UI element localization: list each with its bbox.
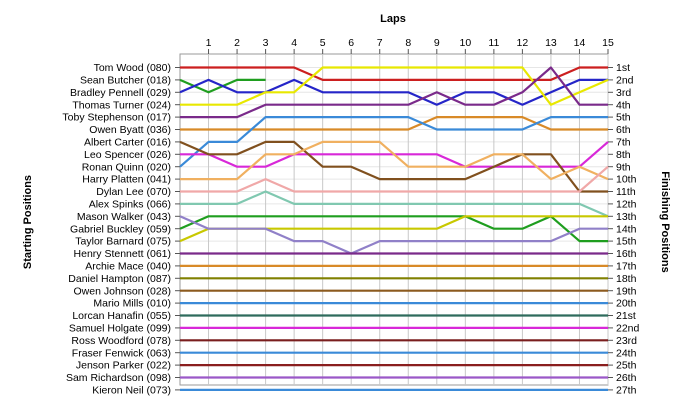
series-line — [179, 215, 608, 243]
starting-driver-label: Kieron Neil (073) — [92, 385, 171, 397]
x-tick-label: 11 — [488, 37, 499, 49]
finishing-position-label: 14th — [616, 223, 637, 235]
starting-driver-label: Lorcan Hanafin (055) — [72, 310, 171, 322]
x-tick-label: 12 — [517, 37, 529, 49]
starting-driver-label: Ross Woodford (078) — [71, 335, 171, 347]
finishing-position-label: 10th — [616, 174, 637, 186]
finishing-position-label: 23rd — [616, 335, 637, 347]
finishing-position-label: 22nd — [616, 323, 640, 335]
series-line — [179, 140, 608, 193]
starting-driver-label: Dylan Lee (070) — [96, 186, 171, 198]
finishing-position-label: 4th — [616, 99, 631, 111]
finishing-position-label: 13th — [616, 211, 637, 223]
starting-driver-label: Archie Mace (040) — [85, 261, 171, 273]
starting-driver-label: Owen Johnson (028) — [74, 285, 171, 297]
starting-driver-label: Henry Stennett (061) — [74, 248, 171, 260]
x-tick-label: 15 — [602, 37, 614, 49]
starting-driver-label: Leo Spencer (026) — [84, 149, 171, 161]
finishing-position-label: 19th — [616, 285, 637, 297]
series-line — [180, 66, 608, 119]
finishing-position-label: 11th — [616, 186, 636, 198]
starting-driver-label: Mason Walker (043) — [77, 211, 171, 223]
finishing-position-label: 27th — [616, 385, 637, 397]
finishing-position-label: 24th — [616, 347, 637, 359]
x-tick-label: 7 — [377, 37, 383, 49]
finishing-position-label: 5th — [616, 112, 631, 124]
x-tick-label: 6 — [348, 37, 354, 49]
starting-driver-label: Toby Stephenson (017) — [62, 112, 171, 124]
plot-frame — [179, 53, 609, 386]
x-axis-title: Laps — [380, 13, 406, 25]
starting-driver-label: Bradley Pennell (029) — [70, 87, 171, 99]
y-axis-title-right: Finishing Positions — [659, 171, 671, 272]
starting-driver-label: Tom Wood (080) — [94, 62, 171, 74]
x-tick-label: 10 — [459, 37, 471, 49]
finishing-position-label: 20th — [616, 298, 637, 310]
x-tick-label: 3 — [263, 37, 269, 49]
starting-driver-label: Samuel Holgate (099) — [69, 323, 171, 335]
x-tick-label: 9 — [434, 37, 440, 49]
starting-driver-label: Owen Byatt (036) — [89, 124, 171, 136]
series-line — [180, 140, 609, 181]
finishing-position-label: 7th — [616, 137, 631, 149]
starting-driver-label: Harry Platten (041) — [82, 174, 171, 186]
x-tick-label: 5 — [320, 37, 326, 49]
starting-driver-label: Taylor Barnard (075) — [75, 236, 171, 248]
starting-driver-label: Thomas Turner (024) — [72, 99, 171, 111]
finishing-position-label: 21st — [616, 310, 636, 322]
starting-driver-label: Gabriel Buckley (059) — [70, 223, 171, 235]
x-tick-label: 14 — [574, 37, 586, 49]
x-tick-label: 1 — [206, 37, 212, 49]
x-tick-label: 8 — [405, 37, 411, 49]
starting-driver-label: Alex Spinks (066) — [89, 199, 171, 211]
x-tick-label: 4 — [291, 37, 297, 49]
starting-driver-label: Sean Butcher (018) — [80, 75, 171, 87]
finishing-position-label: 8th — [616, 149, 631, 161]
series-line — [180, 190, 609, 218]
starting-driver-label: Ronan Quinn (020) — [82, 161, 171, 173]
starting-driver-label: Jenson Parker (022) — [76, 360, 171, 372]
starting-driver-label: Fraser Fenwick (063) — [72, 347, 171, 359]
finishing-position-label: 18th — [616, 273, 637, 285]
series-line — [180, 66, 609, 106]
finishing-position-label: 17th — [616, 261, 637, 273]
finishing-position-label: 15th — [616, 236, 637, 248]
finishing-position-label: 6th — [616, 124, 631, 136]
x-tick-label: 2 — [234, 37, 240, 49]
starting-driver-label: Sam Richardson (098) — [66, 372, 171, 384]
x-tick-label: 13 — [545, 37, 557, 49]
finishing-position-label: 16th — [616, 248, 637, 260]
series-lines — [179, 66, 609, 391]
finishing-position-label: 9th — [616, 161, 631, 173]
starting-driver-label: Mario Mills (010) — [93, 298, 171, 310]
y-axis-title-left: Starting Positions — [22, 175, 34, 269]
finishing-position-label: 2nd — [616, 75, 634, 87]
finishing-position-label: 3rd — [616, 87, 631, 99]
series-line — [179, 215, 608, 255]
starting-driver-label: Daniel Hampton (087) — [68, 273, 171, 285]
starting-driver-label: Albert Carter (016) — [84, 137, 171, 149]
finishing-position-label: 1st — [616, 62, 630, 74]
series-line — [179, 115, 608, 168]
finishing-position-label: 12th — [616, 199, 637, 211]
labels: 1 2 3 4 5 6 7 8 9 10 11 12 13 14 151st2nd3rd4th5th6th7… — [62, 37, 639, 397]
finishing-position-label: 26th — [616, 372, 637, 384]
finishing-position-label: 25th — [616, 360, 637, 372]
series-line — [179, 78, 608, 106]
series-line — [180, 165, 609, 193]
